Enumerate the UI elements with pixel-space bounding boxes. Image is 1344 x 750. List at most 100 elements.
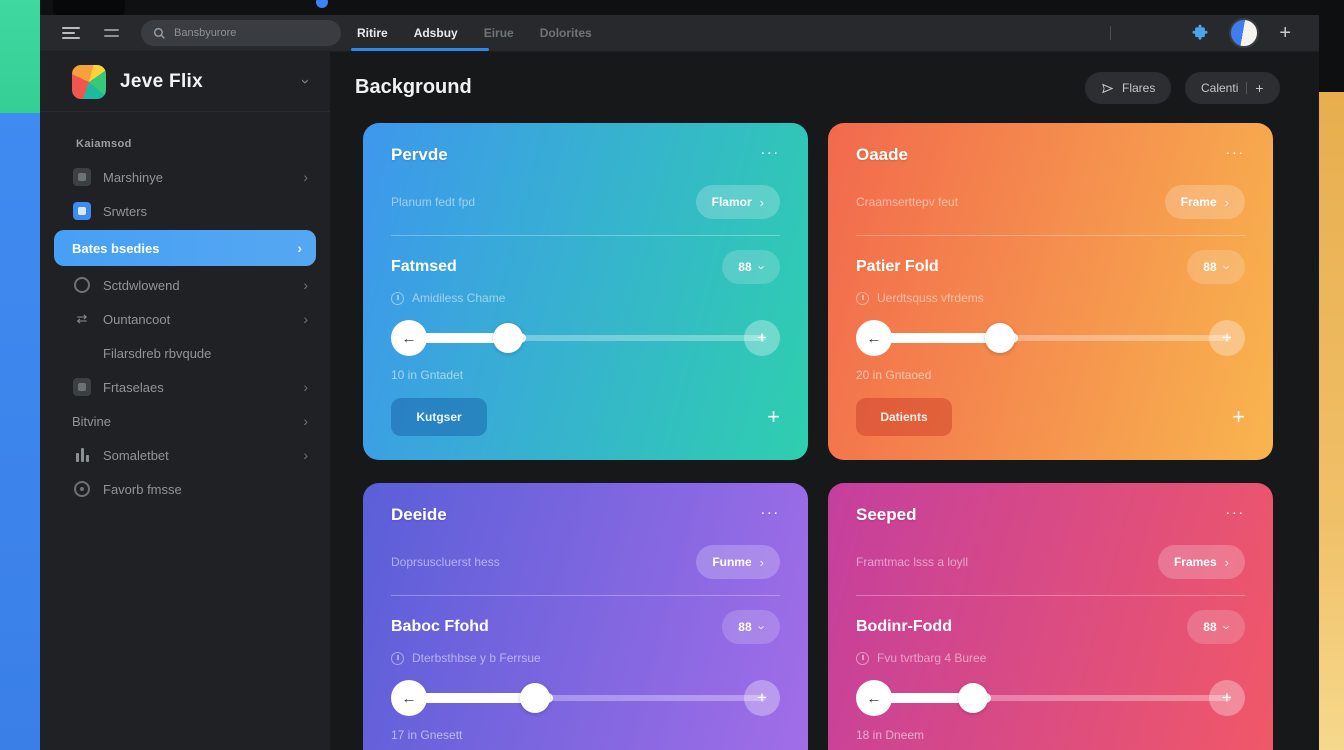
flares-button[interactable]: Flares bbox=[1085, 72, 1172, 104]
sidebar-item-srwters[interactable]: Srwters bbox=[40, 194, 330, 228]
chevron-right-icon: › bbox=[1224, 554, 1229, 570]
toolbar: Bansbyurore Ritire Adsbuy Eirue Dolorite… bbox=[40, 15, 1319, 52]
send-icon bbox=[1102, 83, 1114, 93]
transfer-icon: ⇄ bbox=[76, 311, 88, 326]
sidebar-header[interactable]: Jeve Flix › bbox=[40, 52, 330, 112]
slider-thumb[interactable] bbox=[984, 323, 1015, 353]
card-subtitle: Doprsuscluerst hess bbox=[391, 555, 500, 569]
tab-dolorites[interactable]: Dolorites bbox=[539, 26, 592, 40]
target-icon bbox=[72, 275, 92, 295]
toolbar-tabs: Ritire Adsbuy Eirue Dolorites bbox=[351, 15, 592, 51]
settings-card-oaade: Oaade ... Craamserttepv feut Frame › Pat… bbox=[828, 123, 1273, 460]
sidebar-subitem-filarsdreb[interactable]: Filarsdreb rbvqude bbox=[103, 345, 212, 361]
search-placeholder: Bansbyurore bbox=[174, 27, 237, 39]
decrement-stepper[interactable]: ← bbox=[856, 680, 892, 716]
sidebar-item-sctdwlowend[interactable]: Sctdwlowend › bbox=[40, 268, 330, 302]
decrement-stepper[interactable]: ← bbox=[856, 320, 892, 356]
sidebar-item-somaletbet[interactable]: Somaletbet › bbox=[40, 438, 330, 472]
tab-adsbuy[interactable]: Adsbuy bbox=[413, 26, 458, 40]
slider-track[interactable] bbox=[874, 695, 1231, 701]
hamburger-menu-icon[interactable] bbox=[62, 27, 80, 39]
size-dropdown[interactable]: 88 › bbox=[722, 250, 780, 284]
add-icon[interactable]: + bbox=[1232, 404, 1245, 429]
increment-stepper[interactable]: + bbox=[1209, 680, 1245, 716]
slider-thumb[interactable] bbox=[957, 683, 988, 713]
settings-card-deeide: Deeide ... Doprsuscluerst hess Funme › B… bbox=[363, 483, 808, 750]
favicon-icon bbox=[316, 0, 328, 8]
button-divider bbox=[1246, 82, 1248, 94]
app-window: Bansbyurore Ritire Adsbuy Eirue Dolorite… bbox=[40, 0, 1319, 750]
clock-icon bbox=[856, 291, 869, 305]
desktop-corner-dark bbox=[1319, 0, 1344, 92]
chevron-right-icon: › bbox=[759, 194, 764, 210]
clock-icon bbox=[856, 651, 869, 665]
slider-fill bbox=[409, 333, 526, 343]
card-section-title: Patier Fold bbox=[856, 258, 939, 275]
decrement-stepper[interactable]: ← bbox=[391, 320, 427, 356]
card-meta-text: Amidiless Chame bbox=[412, 291, 506, 305]
calenti-button[interactable]: Calenti + bbox=[1185, 72, 1280, 104]
chevron-right-icon: › bbox=[303, 413, 308, 429]
more-options-icon[interactable]: ... bbox=[1225, 141, 1245, 158]
sidebar-item-marshinye[interactable]: Marshinye › bbox=[40, 160, 330, 194]
card-meta-text: Fvu tvrtbarg 4 Buree bbox=[877, 651, 987, 665]
clock-icon bbox=[391, 651, 404, 665]
card-section-title: Fatmsed bbox=[391, 258, 457, 275]
tab-ritire[interactable]: Ritire bbox=[357, 26, 388, 40]
kutgser-button[interactable]: Kutgser bbox=[391, 398, 487, 436]
search-input[interactable]: Bansbyurore bbox=[141, 20, 341, 46]
sidebar-item-bitvine[interactable]: Bitvine › bbox=[72, 413, 308, 429]
apps-icon bbox=[72, 201, 92, 221]
slider-track[interactable] bbox=[409, 695, 766, 701]
card-divider bbox=[391, 595, 780, 596]
slider-thumb[interactable] bbox=[519, 683, 550, 713]
more-options-icon[interactable]: ... bbox=[1225, 501, 1245, 518]
card-section-title: Bodinr-Fodd bbox=[856, 618, 952, 635]
desktop-strip-yellow bbox=[1319, 92, 1344, 750]
tab-eirue[interactable]: Eirue bbox=[483, 26, 514, 40]
datients-button[interactable]: Datients bbox=[856, 398, 952, 436]
toolbar-divider bbox=[1110, 26, 1112, 40]
add-icon[interactable]: + bbox=[767, 404, 780, 429]
size-dropdown[interactable]: 88 › bbox=[722, 610, 780, 644]
slider-track[interactable] bbox=[874, 335, 1231, 341]
clock-icon bbox=[391, 291, 404, 305]
increment-stepper[interactable]: + bbox=[744, 680, 780, 716]
grid-icon bbox=[72, 167, 92, 187]
secondary-menu-icon[interactable] bbox=[104, 29, 119, 37]
chevron-right-icon: › bbox=[303, 379, 308, 395]
logo-cube-icon bbox=[72, 64, 106, 99]
add-icon[interactable]: + bbox=[1279, 22, 1291, 44]
funme-pill-button[interactable]: Funme › bbox=[696, 545, 780, 579]
slider-value-label: 18 in Dneem bbox=[856, 728, 925, 742]
decrement-stepper[interactable]: ← bbox=[391, 680, 427, 716]
slider-value-label: 17 in Gnesett bbox=[391, 728, 463, 742]
search-icon bbox=[153, 27, 165, 39]
card-section-title: Baboc Ffohd bbox=[391, 618, 489, 635]
extension-puzzle-icon[interactable] bbox=[1191, 24, 1209, 42]
frame-pill-button[interactable]: Frame › bbox=[1164, 185, 1245, 219]
increment-stepper[interactable]: + bbox=[1209, 320, 1245, 356]
slider-track[interactable] bbox=[409, 335, 766, 341]
size-dropdown[interactable]: 88 › bbox=[1187, 610, 1245, 644]
slider-thumb[interactable] bbox=[492, 323, 523, 353]
desktop-strip-blue bbox=[0, 113, 40, 750]
frames-pill-button[interactable]: Frames › bbox=[1157, 545, 1245, 579]
sidebar-item-ountancoot[interactable]: ⇄ Ountancoot › bbox=[40, 302, 330, 336]
increment-stepper[interactable]: + bbox=[744, 320, 780, 356]
sidebar-item-favorb[interactable]: Favorb fmsse bbox=[40, 472, 330, 506]
flamor-pill-button[interactable]: Flamor › bbox=[695, 185, 780, 219]
chevron-right-icon: › bbox=[303, 311, 308, 327]
size-dropdown[interactable]: 88 › bbox=[1187, 250, 1245, 284]
sidebar-item-bates-bsedies-active[interactable]: Bates bsedies › bbox=[54, 230, 316, 266]
browser-tab[interactable] bbox=[53, 0, 125, 15]
avatar[interactable] bbox=[1229, 18, 1260, 48]
chevron-down-icon: › bbox=[1219, 624, 1235, 630]
sidebar: Jeve Flix › Kaiamsod Marshinye › Srwters… bbox=[40, 52, 330, 750]
more-options-icon[interactable]: ... bbox=[760, 501, 780, 518]
sidebar-item-frtaselaes[interactable]: Frtaselaes › bbox=[40, 370, 330, 404]
more-options-icon[interactable]: ... bbox=[760, 141, 780, 158]
chevron-right-icon: › bbox=[303, 169, 308, 185]
chevron-down-icon[interactable]: › bbox=[297, 79, 314, 84]
